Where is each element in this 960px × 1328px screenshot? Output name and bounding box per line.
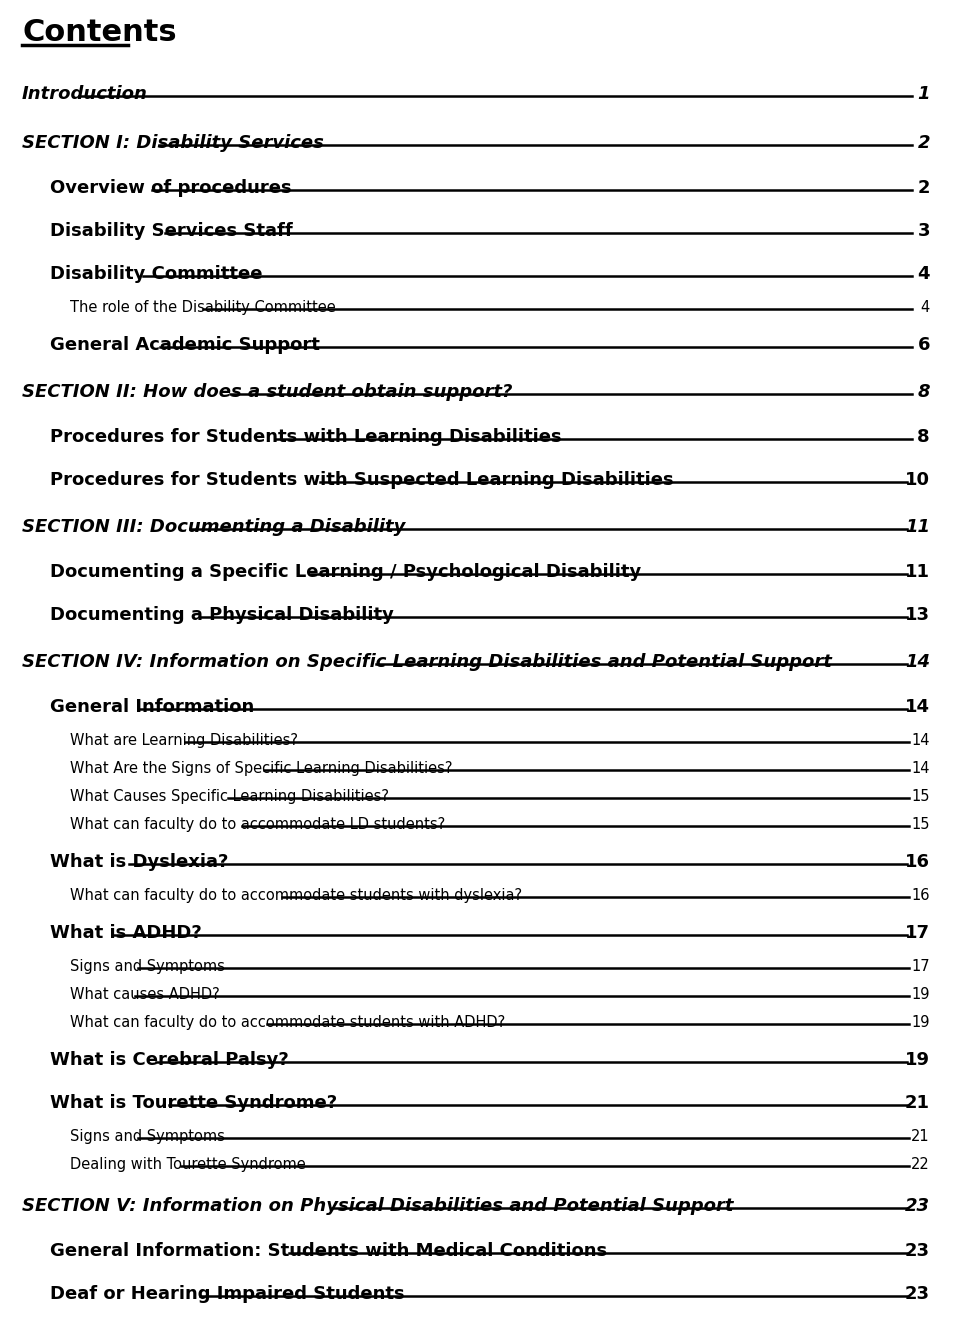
Text: What is Cerebral Palsy?: What is Cerebral Palsy? [50, 1050, 289, 1069]
Text: 1: 1 [918, 85, 930, 104]
Text: 23: 23 [905, 1242, 930, 1260]
Text: Dealing with Tourette Syndrome: Dealing with Tourette Syndrome [70, 1157, 305, 1173]
Text: SECTION II: How does a student obtain support?: SECTION II: How does a student obtain su… [22, 382, 513, 401]
Text: 14: 14 [911, 733, 930, 748]
Text: 23: 23 [905, 1197, 930, 1215]
Text: 15: 15 [911, 817, 930, 833]
Text: 8: 8 [918, 428, 930, 446]
Text: What are Learning Disabilities?: What are Learning Disabilities? [70, 733, 298, 748]
Text: What can faculty do to accommodate students with ADHD?: What can faculty do to accommodate stude… [70, 1015, 505, 1031]
Text: Disability Committee: Disability Committee [50, 266, 262, 283]
Text: What can faculty do to accommodate LD students?: What can faculty do to accommodate LD st… [70, 817, 445, 833]
Text: What Are the Signs of Specific Learning Disabilities?: What Are the Signs of Specific Learning … [70, 761, 452, 776]
Text: 3: 3 [918, 222, 930, 240]
Text: 17: 17 [905, 924, 930, 942]
Text: 10: 10 [905, 471, 930, 489]
Text: 11: 11 [905, 563, 930, 582]
Text: What Causes Specific Learning Disabilities?: What Causes Specific Learning Disabiliti… [70, 789, 389, 803]
Text: General Information: Students with Medical Conditions: General Information: Students with Medic… [50, 1242, 607, 1260]
Text: 16: 16 [905, 853, 930, 871]
Text: 13: 13 [905, 606, 930, 624]
Text: 14: 14 [905, 699, 930, 716]
Text: Signs and Symptoms: Signs and Symptoms [70, 959, 225, 973]
Text: 6: 6 [918, 336, 930, 355]
Text: SECTION I: Disability Services: SECTION I: Disability Services [22, 134, 324, 151]
Text: SECTION V: Information on Physical Disabilities and Potential Support: SECTION V: Information on Physical Disab… [22, 1197, 733, 1215]
Text: Documenting a Physical Disability: Documenting a Physical Disability [50, 606, 394, 624]
Text: 4: 4 [918, 266, 930, 283]
Text: 15: 15 [911, 789, 930, 803]
Text: 8: 8 [918, 382, 930, 401]
Text: What can faculty do to accommodate students with dyslexia?: What can faculty do to accommodate stude… [70, 888, 522, 903]
Text: 16: 16 [911, 888, 930, 903]
Text: 21: 21 [905, 1094, 930, 1112]
Text: 21: 21 [911, 1129, 930, 1143]
Text: 14: 14 [905, 653, 930, 671]
Text: Signs and Symptoms: Signs and Symptoms [70, 1129, 225, 1143]
Text: 19: 19 [911, 1015, 930, 1031]
Text: What is ADHD?: What is ADHD? [50, 924, 202, 942]
Text: 19: 19 [911, 987, 930, 1003]
Text: What is Tourette Syndrome?: What is Tourette Syndrome? [50, 1094, 337, 1112]
Text: 11: 11 [905, 518, 930, 537]
Text: Introduction: Introduction [22, 85, 148, 104]
Text: Procedures for Students with Learning Disabilities: Procedures for Students with Learning Di… [50, 428, 562, 446]
Text: 19: 19 [905, 1050, 930, 1069]
Text: Contents: Contents [22, 19, 177, 46]
Text: SECTION IV: Information on Specific Learning Disabilities and Potential Support: SECTION IV: Information on Specific Lear… [22, 653, 832, 671]
Text: Deaf or Hearing Impaired Students: Deaf or Hearing Impaired Students [50, 1286, 404, 1303]
Text: 23: 23 [905, 1286, 930, 1303]
Text: Procedures for Students with Suspected Learning Disabilities: Procedures for Students with Suspected L… [50, 471, 674, 489]
Text: 22: 22 [911, 1157, 930, 1173]
Text: 2: 2 [918, 179, 930, 197]
Text: The role of the Disability Committee: The role of the Disability Committee [70, 300, 336, 315]
Text: What causes ADHD?: What causes ADHD? [70, 987, 220, 1003]
Text: What is Dyslexia?: What is Dyslexia? [50, 853, 228, 871]
Text: Documenting a Specific Learning / Psychological Disability: Documenting a Specific Learning / Psycho… [50, 563, 641, 582]
Text: Disability Services Staff: Disability Services Staff [50, 222, 293, 240]
Text: 2: 2 [918, 134, 930, 151]
Text: Overview of procedures: Overview of procedures [50, 179, 292, 197]
Text: 17: 17 [911, 959, 930, 973]
Text: 4: 4 [921, 300, 930, 315]
Text: SECTION III: Documenting a Disability: SECTION III: Documenting a Disability [22, 518, 405, 537]
Text: 14: 14 [911, 761, 930, 776]
Text: General Academic Support: General Academic Support [50, 336, 320, 355]
Text: General Information: General Information [50, 699, 254, 716]
